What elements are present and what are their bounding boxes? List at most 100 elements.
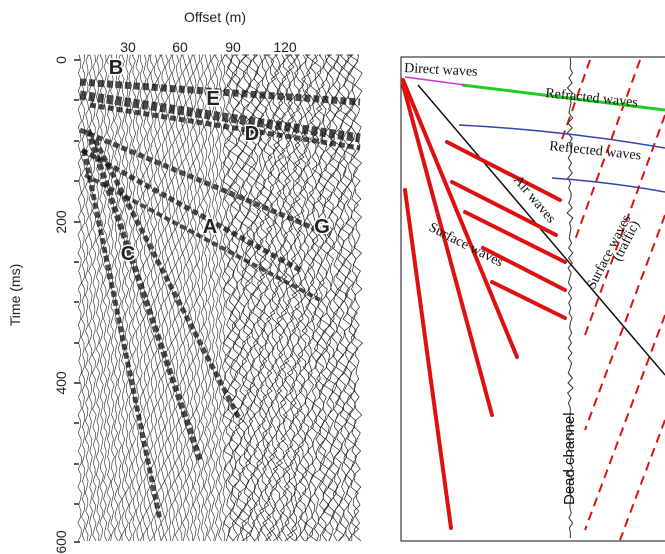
direct-waves-label: Direct waves <box>404 61 478 80</box>
traffic-line <box>574 59 641 241</box>
interpretation-lines <box>401 57 665 541</box>
seismic-trace <box>293 54 305 542</box>
seismic-trace <box>233 54 245 542</box>
seismic-trace <box>174 54 180 542</box>
dead-channel-label: Dead channel <box>561 412 578 505</box>
air-wave-line <box>417 84 665 376</box>
seismic-trace <box>229 54 241 542</box>
surface-wave-line <box>490 280 567 320</box>
seismic-trace <box>88 54 93 542</box>
seismic-trace <box>207 54 212 542</box>
seismic-trace <box>214 54 220 542</box>
seismic-trace <box>341 54 352 542</box>
reflected-wave-line <box>458 124 665 149</box>
seismic-trace <box>113 54 119 542</box>
surface-wave-line <box>403 188 453 530</box>
traffic-line <box>584 314 665 531</box>
y-tick-0: 0 <box>53 56 69 64</box>
seismic-trace <box>128 54 133 542</box>
seismic-trace <box>326 54 338 542</box>
seismic-event-band <box>80 147 302 273</box>
seismic-trace <box>149 54 155 542</box>
seismic-trace <box>266 54 277 542</box>
seismic-trace <box>81 54 86 542</box>
seismic-trace <box>160 54 166 542</box>
seismic-event-band <box>89 102 361 151</box>
seismic-trace <box>333 54 345 542</box>
marker-b: B <box>109 57 123 79</box>
surface-wave-line <box>445 140 562 202</box>
surface-waves <box>401 78 567 530</box>
seismic-trace <box>139 54 144 542</box>
seismic-trace <box>269 54 281 542</box>
seismic-event-band <box>81 149 163 521</box>
seismic-trace <box>117 54 123 542</box>
seismic-trace <box>185 54 191 542</box>
seismic-trace <box>142 54 148 542</box>
seismic-event-band <box>79 127 331 238</box>
seismic-event-band <box>85 129 203 461</box>
seismic-trace <box>189 54 194 542</box>
seismic-trace <box>196 54 201 542</box>
seismic-trace <box>84 54 90 542</box>
x-tick-60: 60 <box>172 39 188 55</box>
seismic-event-band <box>79 78 361 106</box>
interpretation-panel: Direct waves Refracted waves Reflected w… <box>400 56 665 542</box>
seismic-trace <box>120 54 126 541</box>
marker-a: A <box>203 216 217 238</box>
y-tick-600: 600 <box>53 530 69 554</box>
surface-wave-line <box>463 210 567 264</box>
traffic-line <box>584 214 665 431</box>
marker-d: D <box>245 123 259 145</box>
seismic-trace <box>135 54 141 542</box>
seismic-trace <box>272 54 284 542</box>
traffic-line <box>584 114 665 336</box>
surface-wave-line <box>481 246 567 292</box>
seismic-trace <box>203 54 209 542</box>
seismic-trace <box>95 54 101 542</box>
seismic-trace <box>344 54 356 542</box>
x-axis-title: Offset (m) <box>184 9 246 25</box>
seismic-trace <box>99 54 104 542</box>
seismic-trace <box>156 54 162 542</box>
seismic-trace <box>221 54 227 542</box>
seismic-trace <box>106 54 112 542</box>
seismogram-panel: Offset (m) 30 60 90 120 Time (ms) 0 200 … <box>7 9 364 554</box>
refracted-wave-line <box>461 83 665 112</box>
seismic-trace <box>182 54 187 542</box>
seismic-trace <box>171 54 176 542</box>
seismic-trace <box>210 54 216 542</box>
seismic-event-band <box>92 138 243 422</box>
seismic-trace <box>164 54 169 542</box>
marker-e: E <box>206 88 219 110</box>
seismic-trace <box>77 54 82 542</box>
seismic-trace <box>352 54 364 542</box>
x-tick-90: 90 <box>225 39 241 55</box>
y-tick-400: 400 <box>53 371 69 395</box>
seismic-trace <box>153 54 159 542</box>
direct-wave-line <box>404 76 466 86</box>
seismic-trace <box>322 54 334 542</box>
seismic-events <box>79 78 361 521</box>
seismic-trace <box>102 54 108 542</box>
seismic-trace <box>178 54 184 541</box>
reflected-wave-line-2 <box>551 177 665 193</box>
traffic-line <box>559 59 591 146</box>
seismic-trace <box>124 54 130 542</box>
seismic-trace <box>217 54 223 542</box>
y-tick-200: 200 <box>53 210 69 234</box>
surface-wave-line <box>450 180 558 237</box>
x-tick-30: 30 <box>120 39 136 55</box>
marker-c: C <box>121 243 135 265</box>
seismic-event-band <box>79 90 361 143</box>
y-axis-ticks <box>74 59 80 543</box>
seismic-trace <box>167 54 173 542</box>
marker-g: G <box>314 216 330 238</box>
traffic-surface-waves <box>559 59 665 541</box>
seismic-trace <box>330 54 341 542</box>
x-tick-120: 120 <box>273 39 297 55</box>
traffic-line <box>619 419 665 541</box>
seismic-trace <box>262 54 273 542</box>
seismic-event-band <box>84 173 321 302</box>
